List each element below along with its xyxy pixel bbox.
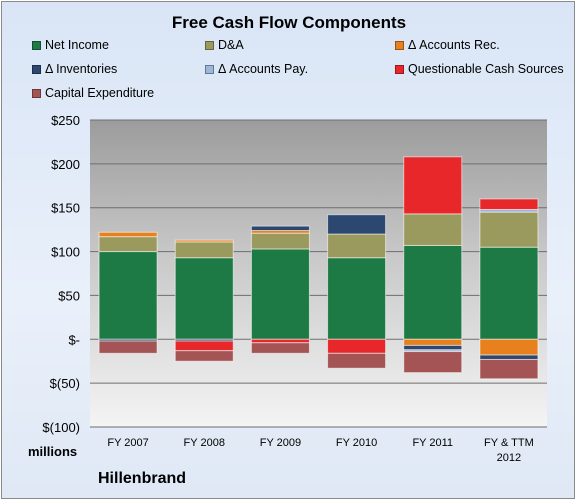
legend-swatch: [205, 40, 214, 50]
y-tick-label: $50: [58, 288, 80, 303]
bar-inventories-fy-2010: [327, 214, 387, 235]
bar-capital-expenditure-fy-2011: [403, 351, 463, 374]
y-tick-label: $100: [51, 245, 80, 260]
x-tick-label: FY 2011: [412, 437, 453, 449]
company-name: Hillenbrand: [98, 470, 187, 487]
bar-net-income-fy-2010: [327, 257, 387, 340]
units-label: millions: [28, 444, 78, 459]
bar-net-income-fy-2008: [174, 257, 234, 340]
bar-accounts-rec-fy-2008: [174, 239, 234, 243]
legend-label: Δ Inventories: [45, 62, 118, 76]
legend-item-questionable-cash-sources: Questionable Cash Sources: [395, 62, 564, 76]
y-tick-label: $200: [51, 157, 80, 172]
bar-accounts-rec-fy-ttm-2012: [479, 338, 539, 356]
bar-capital-expenditure-fy-2007: [98, 340, 158, 354]
bar-inventories-fy-ttm-2012: [479, 354, 539, 360]
legend-item-capital-expenditure: Capital Expenditure: [32, 86, 154, 100]
legend-label: Δ Accounts Pay.: [218, 62, 309, 76]
x-tick-label: FY 2010: [336, 437, 377, 449]
plot-area: [90, 120, 547, 427]
chart-title: Free Cash Flow Components: [171, 13, 407, 32]
x-tick-label: FY 2008: [184, 437, 225, 449]
bar-capital-expenditure-fy-2009: [250, 342, 310, 354]
legend-item-d-a: D&A: [205, 38, 244, 52]
y-tick-label: $-: [68, 332, 80, 347]
bar-d-a-fy-2007: [98, 236, 158, 253]
bar-d-a-fy-2008: [174, 241, 234, 259]
bar-questionable-cash-sources-fy-2010: [327, 338, 387, 354]
bar-inventories-fy-2011: [403, 344, 463, 351]
legend-label: Net Income: [45, 38, 109, 52]
bar-accounts-rec-fy-2011: [403, 338, 463, 346]
legend-item-net-income: Net Income: [32, 38, 109, 52]
legend-swatch: [32, 88, 41, 98]
legend-item-inventories: Δ Inventories: [32, 62, 117, 76]
bar-d-a-fy-ttm-2012: [479, 211, 539, 248]
x-tick-label: FY & TTM: [484, 437, 534, 449]
x-tick-label: FY 2007: [107, 437, 148, 449]
y-tick-label: $(50): [50, 376, 80, 391]
bar-capital-expenditure-fy-ttm-2012: [479, 358, 539, 380]
bar-questionable-cash-sources-fy-2009: [250, 338, 310, 344]
bar-questionable-cash-sources-fy-2011: [403, 156, 463, 215]
bar-capital-expenditure-fy-2008: [174, 350, 234, 362]
legend-item-accounts-pay: Δ Accounts Pay.: [205, 62, 308, 76]
legend-swatch: [32, 40, 41, 50]
bar-accounts-rec-fy-2007: [98, 231, 158, 238]
bar-d-a-fy-2011: [403, 213, 463, 246]
y-tick-label: $150: [51, 201, 80, 216]
legend-label: Δ Accounts Rec.: [408, 38, 500, 52]
x-tick-label: 2012: [497, 452, 521, 464]
bar-inventories-fy-2009: [250, 225, 310, 232]
y-tick-label: $(100): [42, 420, 80, 435]
legend-swatch: [205, 64, 214, 74]
legend-swatch: [395, 64, 404, 74]
legend-item-accounts-rec: Δ Accounts Rec.: [395, 38, 500, 52]
y-tick-label: $250: [51, 113, 80, 128]
bar-net-income-fy-ttm-2012: [479, 246, 539, 340]
bar-questionable-cash-sources-fy-ttm-2012: [479, 198, 539, 210]
legend-label: Capital Expenditure: [45, 86, 155, 100]
legend-label: Questionable Cash Sources: [408, 62, 564, 76]
bar-questionable-cash-sources-fy-2008: [174, 340, 234, 352]
bar-d-a-fy-2010: [327, 233, 387, 259]
bar-net-income-fy-2011: [403, 244, 463, 340]
legend-swatch: [395, 40, 404, 50]
bar-net-income-fy-2009: [250, 248, 310, 340]
bar-net-income-fy-2007: [98, 251, 158, 340]
bar-d-a-fy-2009: [250, 232, 310, 250]
bar-capital-expenditure-fy-2010: [327, 352, 387, 369]
x-tick-label: FY 2009: [260, 437, 301, 449]
legend-label: D&A: [218, 38, 244, 52]
legend-swatch: [32, 64, 41, 74]
